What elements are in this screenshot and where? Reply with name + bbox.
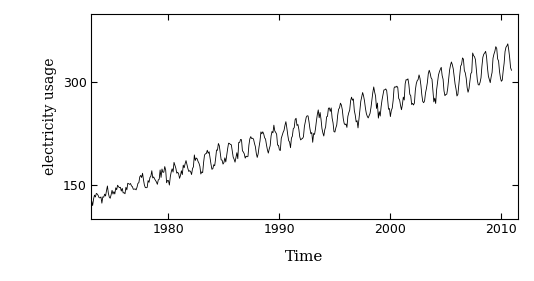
Y-axis label: electricity usage: electricity usage (43, 58, 57, 175)
X-axis label: Time: Time (285, 250, 324, 264)
